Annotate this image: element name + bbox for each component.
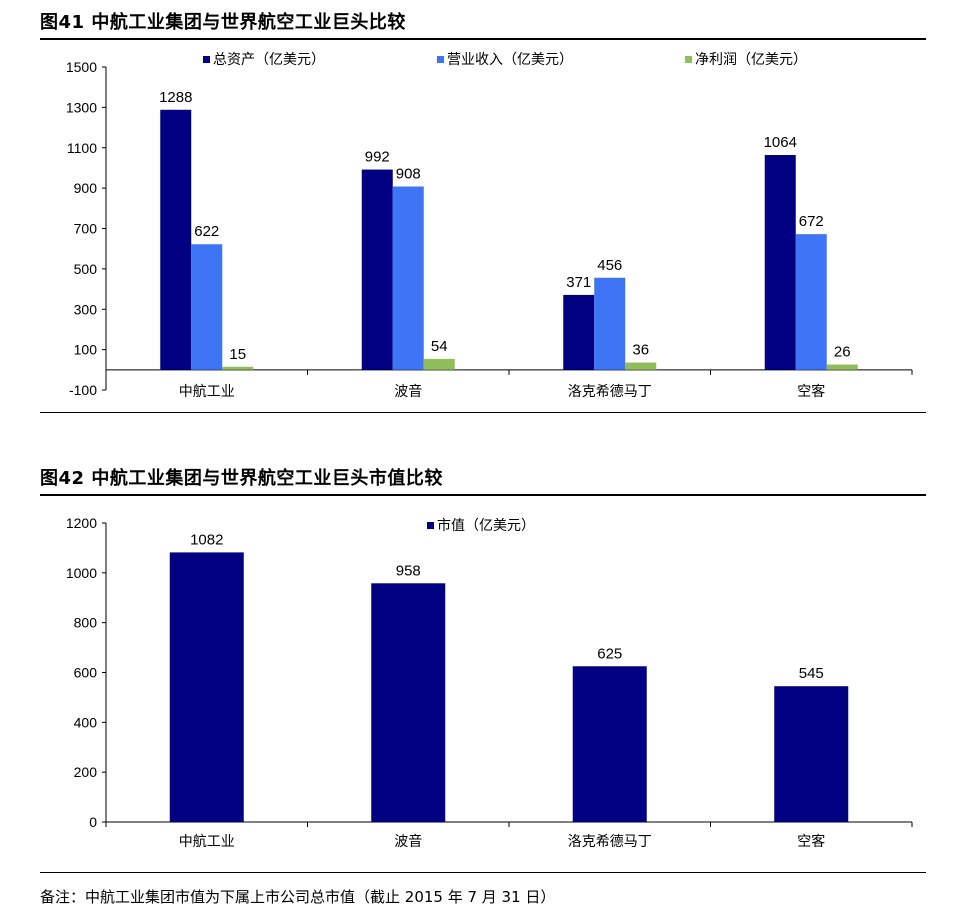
- chart1-data-label: 54: [431, 338, 448, 355]
- chart2-y-tick-label: 800: [74, 615, 98, 631]
- chart2-legend-swatch: [427, 522, 434, 529]
- chart2-bar: [774, 686, 849, 822]
- chart1-bar: [222, 366, 254, 370]
- figure1-title: 图41 中航工业集团与世界航空工业巨头比较: [40, 12, 406, 33]
- chart2-data-label: 958: [396, 562, 421, 579]
- chart2-bar: [371, 583, 446, 822]
- chart1-legend-label: 总资产（亿美元）: [213, 52, 325, 68]
- chart1-y-tick-label: 900: [74, 180, 98, 196]
- chart1-category-label: 空客: [797, 383, 825, 400]
- chart2-bar: [169, 552, 244, 822]
- chart1-y-tick-label: 1500: [66, 59, 97, 75]
- footnote: 备注：中航工业集团市值为下属上市公司总市值（截止 2015 年 7 月 31 日…: [40, 888, 556, 906]
- chart1-bar: [594, 277, 626, 370]
- chart1-bar: [160, 109, 192, 370]
- chart2-data-label: 1082: [190, 531, 223, 548]
- figure1-top-rule: [40, 38, 926, 40]
- figure2-title: 图42 中航工业集团与世界航空工业巨头市值比较: [40, 468, 443, 489]
- chart1-data-label: 1288: [159, 89, 192, 106]
- chart1-y-tick-label: 500: [74, 261, 98, 277]
- chart1-y-tick-label: 1100: [67, 140, 97, 156]
- chart1-bar: [423, 358, 455, 370]
- chart1-data-label: 622: [194, 223, 219, 240]
- chart1-data-label: 908: [396, 166, 421, 183]
- chart1-data-label: 992: [365, 149, 390, 166]
- chart1-legend-swatch: [437, 56, 444, 63]
- chart1-data-label: 672: [799, 213, 824, 230]
- chart2-bar: [572, 666, 647, 822]
- chart1-bar: [826, 364, 858, 370]
- chart2-y-tick-label: 200: [74, 764, 98, 780]
- chart1-y-tick-label: 300: [74, 301, 98, 317]
- chart2-category-label: 洛克希德马丁: [568, 834, 652, 850]
- chart1-legend-label: 净利润（亿美元）: [695, 52, 807, 68]
- chart1-data-label: 1064: [764, 134, 797, 151]
- chart2-y-tick-label: 1000: [66, 565, 97, 581]
- chart1-category-label: 洛克希德马丁: [568, 384, 652, 400]
- figure2-bottom-rule: [40, 872, 926, 873]
- chart2-legend-label: 市值（亿美元）: [437, 517, 535, 534]
- chart2-y-tick-label: 0: [89, 814, 97, 830]
- chart2-y-tick-label: 600: [74, 665, 98, 681]
- chart1-y-tick-label: 1300: [66, 99, 97, 115]
- chart1-y-tick-label: 100: [74, 342, 98, 358]
- chart1-bar: [392, 186, 424, 370]
- chart1-category-label: 中航工业: [179, 384, 235, 400]
- chart2-y-tick-label: 1200: [66, 515, 97, 531]
- figure1-bottom-rule: [40, 412, 926, 413]
- chart1-legend-swatch: [685, 56, 692, 63]
- chart1-bar: [361, 169, 393, 370]
- chart1-category-label: 波音: [394, 383, 422, 400]
- chart1-bar: [795, 234, 827, 370]
- chart1-bar: [764, 155, 796, 370]
- chart1-bar: [625, 362, 657, 370]
- chart1-data-label: 371: [566, 274, 591, 291]
- chart2-y-tick-label: 400: [74, 714, 98, 730]
- chart1-bar: [563, 294, 595, 370]
- chart2-category-label: 波音: [394, 833, 422, 850]
- chart1-y-tick-label: -100: [69, 382, 97, 398]
- chart1-svg: -100 100 300 500 700 900 1100 1300 1500 中航工业 波音 洛克希…: [66, 52, 913, 400]
- chart1-y-tick-label: 700: [74, 221, 98, 237]
- chart2-data-label: 545: [799, 665, 824, 682]
- chart1-legend-swatch: [203, 56, 210, 63]
- chart1-legend-label: 营业收入（亿美元）: [447, 52, 573, 68]
- chart2-category-label: 中航工业: [179, 834, 235, 850]
- chart1-data-label: 26: [834, 344, 851, 361]
- chart1-data-label: 456: [597, 257, 622, 274]
- chart1-data-label: 15: [229, 346, 246, 363]
- figure2-top-rule: [40, 494, 926, 496]
- chart1-data-label: 36: [632, 342, 649, 359]
- chart2-data-label: 625: [597, 645, 622, 662]
- chart1-bar: [191, 244, 223, 370]
- chart2-category-label: 空客: [797, 833, 825, 850]
